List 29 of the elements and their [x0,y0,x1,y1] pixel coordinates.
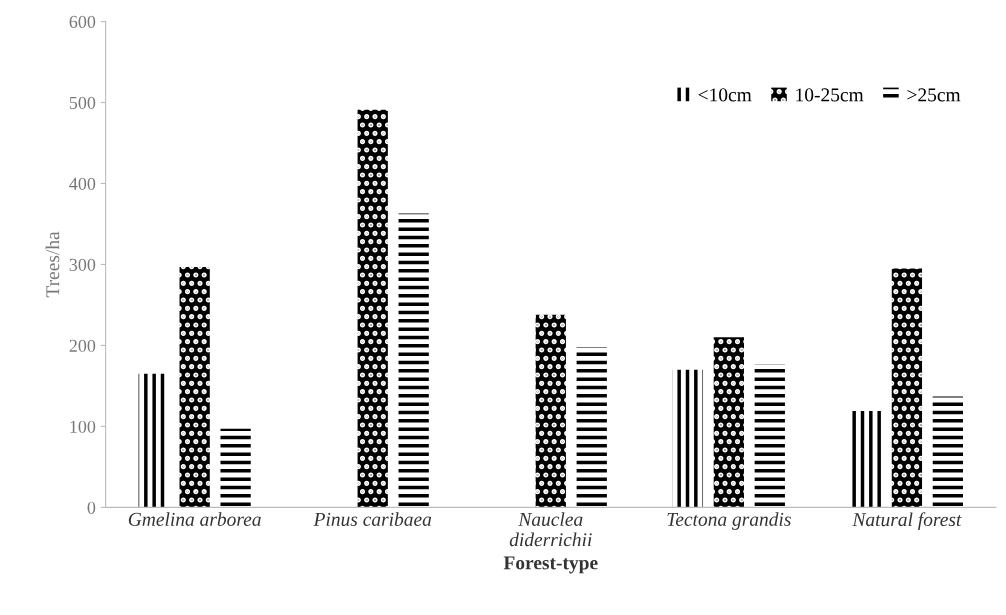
bar [179,266,210,508]
legend-label: >25cm [907,88,961,102]
y-tick-label: 300 [69,258,96,271]
x-tick-label: Nauclea diderrichii [509,512,592,547]
x-tick-label: Natural forest [852,512,962,531]
bar [576,347,607,508]
y-tick-label: 500 [69,96,96,109]
legend-label: <10cm [698,88,752,102]
bar [398,213,429,508]
bar [850,411,882,508]
bar [713,337,744,508]
x-tick-label: Tectona grandis [667,512,791,530]
bar [672,369,704,508]
y-tick-label: 0 [87,501,96,514]
x-tick-label: Gmelina arborea [128,512,261,526]
y-tick-label: 600 [69,15,96,28]
y-tick-label: 100 [70,420,96,433]
bar [891,268,923,508]
bar [535,314,566,508]
bar [357,109,388,508]
x-tick-label: Pinus caribaea [313,512,432,526]
bar [932,396,963,508]
y-tick-label: 200 [69,339,96,352]
bar [754,364,785,508]
bar [220,428,251,508]
x-axis-title: Forest-type [503,556,598,574]
y-axis-title: Trees/ha [45,231,60,298]
y-tick-label: 400 [69,177,96,190]
legend-label: 10-25cm [796,88,864,102]
